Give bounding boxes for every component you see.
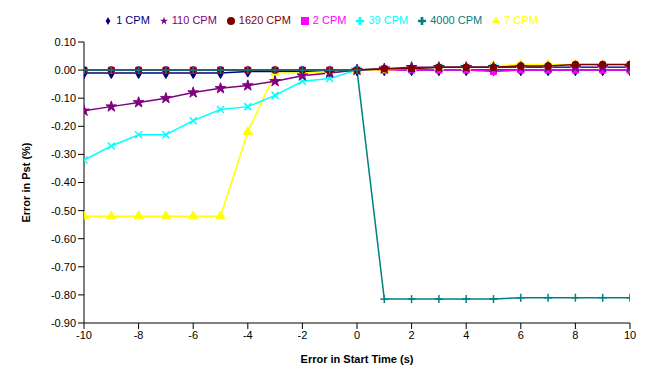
svg-text:8: 8 — [572, 329, 578, 341]
html-text:1620 CPM: 1620 CPM — [238, 14, 291, 26]
html-text:7 CPM: 7 CPM — [504, 14, 538, 26]
svg-text:0.10: 0.10 — [55, 36, 76, 48]
svg-text:2: 2 — [409, 329, 415, 341]
html-text:4000 CPM: 4000 CPM — [430, 14, 483, 26]
svg-text:-2: -2 — [298, 329, 308, 341]
svg-text:0.00: 0.00 — [55, 64, 76, 76]
svg-text:-0.60: -0.60 — [51, 233, 76, 245]
svg-text:-0.90: -0.90 — [51, 317, 76, 329]
svg-text:-4: -4 — [243, 329, 253, 341]
svg-text:-0.80: -0.80 — [51, 289, 76, 301]
html-text:39 CPM: 39 CPM — [368, 14, 409, 26]
svg-text:4: 4 — [463, 329, 469, 341]
svg-text:-0.20: -0.20 — [51, 120, 76, 132]
svg-text:-0.40: -0.40 — [51, 176, 76, 188]
svg-text:-0.70: -0.70 — [51, 261, 76, 273]
svg-text:Error in Start Time (s): Error in Start Time (s) — [301, 353, 414, 365]
svg-text:-6: -6 — [188, 329, 198, 341]
html-text:2 CPM: 2 CPM — [312, 14, 347, 26]
svg-text:6: 6 — [518, 329, 524, 341]
svg-text:0: 0 — [354, 329, 360, 341]
html-text:110 CPM: 110 CPM — [171, 14, 217, 26]
html-text:1 CPM: 1 CPM — [116, 14, 150, 26]
svg-text:-0.10: -0.10 — [51, 92, 76, 104]
svg-text:Error in Pst (%): Error in Pst (%) — [20, 142, 32, 222]
svg-text:-8: -8 — [134, 329, 144, 341]
svg-text:-0.30: -0.30 — [51, 148, 76, 160]
svg-text:-10: -10 — [76, 329, 92, 341]
svg-text:-0.50: -0.50 — [51, 205, 76, 217]
svg-text:10: 10 — [624, 329, 636, 341]
